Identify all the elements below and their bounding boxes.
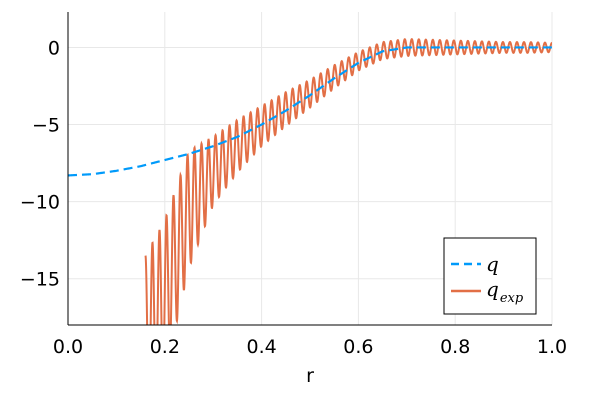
x-tick-label: 1.0: [537, 336, 567, 358]
legend-label-q-exp-subscript: exp: [500, 291, 524, 306]
legend-label-q: q: [486, 252, 499, 276]
x-tick-label: 0.8: [440, 336, 470, 358]
x-tick-label: 0.2: [150, 336, 180, 358]
y-tick-label: −5: [32, 115, 60, 137]
y-tick-label: −15: [20, 269, 60, 291]
axes: [67, 12, 552, 326]
legend: q qexp: [443, 237, 537, 315]
y-tick-label: −10: [20, 192, 60, 214]
x-axis-label: r: [306, 365, 314, 387]
y-tick-label: 0: [48, 37, 60, 59]
x-tick-label: 0.6: [343, 336, 373, 358]
legend-label-q-exp: qexp: [486, 277, 524, 306]
legend-box: [443, 237, 537, 315]
x-tick-label: 0.4: [246, 336, 276, 358]
tick-labels: 0.0 0.2 0.4 0.6 0.8 1.0 0 −5 −10 −15: [20, 37, 567, 358]
legend-label-q-exp-symbol: q: [486, 277, 499, 301]
series-line-q-exp: [144, 38, 552, 325]
x-tick-label: 0.0: [53, 336, 83, 358]
series-layer: [68, 38, 552, 325]
series-line-q: [68, 46, 552, 177]
